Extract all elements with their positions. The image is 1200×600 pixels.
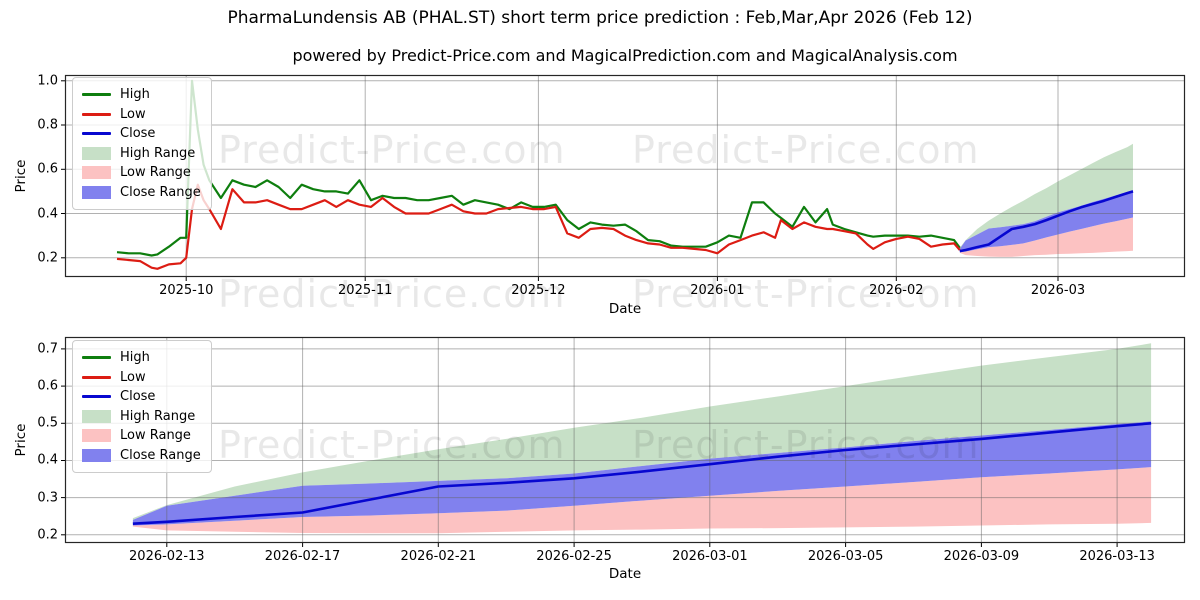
legend-item-high: High [82,85,201,105]
x-tick-label: 2025-10 [159,283,214,298]
low-range-band [959,217,1133,257]
legend-line-swatch [82,375,111,379]
low-range-band [132,467,1152,534]
legend-item-label: Close [120,126,156,142]
y-tick-label: 0.2 [37,527,58,543]
legend-line-swatch [82,395,111,399]
legend-item-low-range: Low Range [82,426,201,446]
x-tick-label: 2026-02-17 [264,549,341,564]
high-line [116,79,961,257]
page-subtitle: powered by Predict-Price.com and Magical… [292,46,958,65]
legend-line-swatch [82,132,111,136]
legend-item-label: Low [120,106,146,122]
x-tick-label: 2026-02-13 [129,549,205,564]
x-tick-label: 2026-01 [690,283,745,298]
y-tick-label: 0.4 [37,206,58,221]
legend-item-label: High [120,87,150,103]
x-tick-label: 2026-03-13 [1079,549,1155,564]
legend-patch-swatch [82,429,111,443]
legend-item-close-range: Close Range [82,446,201,466]
legend-line-swatch [82,93,111,97]
legend-item-label: High [120,350,150,366]
x-tick-label: 2026-02 [869,283,924,298]
legend-item-label: High Range [120,145,196,161]
legend-item-high-range: High Range [82,407,201,427]
legend-item-label: Close Range [120,447,201,463]
legend-item-label: Low Range [120,165,191,181]
x-tick-label: 2026-03-09 [943,549,1020,564]
y-tick-label: 0.6 [37,378,58,394]
x-tick-label: 2026-02-21 [400,549,477,564]
x-tick-label: 2026-03-01 [672,549,748,564]
legend-item-high: High [82,348,201,368]
top-chart-legend: High Low Close High Range Low Range Close Ran… [72,77,212,210]
top-chart-canvas: Predict-Price.com Predict-Price.com [61,74,1186,281]
y-tick-label: 0.5 [37,415,58,431]
x-tick-label: 2026-02-25 [536,549,612,564]
page-title: PharmaLundensis AB (PHAL.ST) short term … [227,8,973,28]
watermark-text: Predict-Price.com [218,128,566,172]
legend-line-swatch [82,112,111,116]
plot-border [64,336,1186,544]
y-tick-label: 0.4 [37,452,58,468]
legend-item-close: Close [82,387,201,407]
high-range-band [132,343,1152,520]
legend-patch-swatch [82,185,111,199]
x-tick-label: 2026-03 [1030,283,1086,298]
legend-patch-swatch [82,166,111,180]
watermark-text: Predict-Price.com [218,423,566,467]
x-tick-label: 2025-12 [511,283,566,298]
bottom-chart-legend: High Low Close High Range Low Range Close Ran… [72,340,212,473]
high-range-band [959,143,1133,249]
legend-item-low: Low [82,105,201,125]
watermark-text: Predict-Price.com [632,423,980,467]
x-tick-label: 2026-03-05 [807,549,884,564]
bottom-chart-canvas: Predict-Price.com Predict-Price.com [61,336,1186,547]
legend-patch-swatch [82,448,111,462]
close-range-band [132,421,1152,526]
close-line [132,422,1152,525]
watermark-text: Predict-Price.com [632,272,980,316]
low-line [116,183,961,270]
top-chart-xlabel: Date [608,301,642,317]
legend-item-label: Close [120,389,156,405]
legend-item-low-range: Low Range [82,163,201,183]
watermark-text: Predict-Price.com [632,128,980,172]
legend-item-close-range: Close Range [82,183,201,203]
legend-item-label: Low [120,369,146,385]
y-tick-label: 0.2 [37,250,58,266]
plot-border [64,74,1186,278]
bottom-chart-xlabel: Date [608,566,642,582]
legend-item-high-range: High Range [82,144,201,164]
legend-patch-swatch [82,409,111,423]
top-chart: Predict-Price.com Predict-Price.com [61,74,1186,281]
legend-item-label: Low Range [120,428,191,444]
y-tick-label: 0.6 [37,161,58,177]
y-tick-label: 0.7 [37,341,58,357]
legend-item-label: High Range [120,408,196,424]
y-tick-label: 0.3 [37,490,58,506]
legend-line-swatch [82,356,111,360]
legend-item-close: Close [82,124,201,144]
bottom-chart: Predict-Price.com Predict-Price.com [61,336,1186,547]
y-tick-label: 0.8 [37,117,58,133]
legend-item-low: Low [82,368,201,388]
legend-item-label: Close Range [120,184,201,200]
legend-patch-swatch [82,146,111,160]
close-line [959,190,1134,253]
y-tick-label: 1.0 [37,73,58,89]
x-tick-label: 2025-11 [338,283,393,298]
